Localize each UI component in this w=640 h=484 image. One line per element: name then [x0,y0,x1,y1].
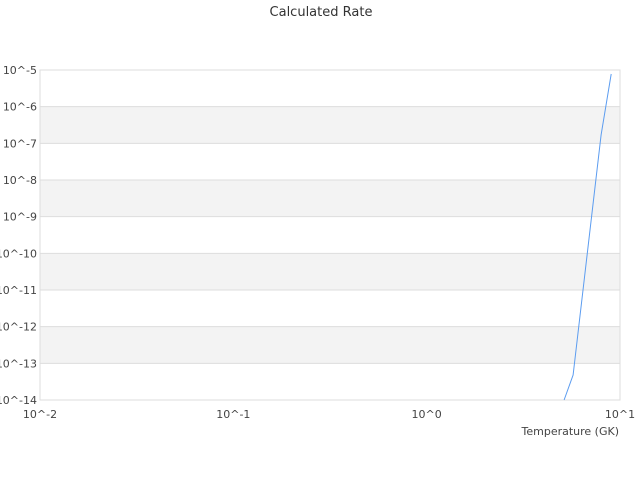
series-group [563,73,612,401]
x-tick-label: 10^-2 [23,408,57,421]
y-tick-label: 10^-11 [0,284,37,297]
grid-band [40,253,620,290]
y-tick-label: 10^-7 [3,137,37,150]
grid-bands [40,106,620,364]
y-tick-label: 10^-6 [3,101,37,114]
grid-band [40,326,620,364]
x-tick-label: 10^0 [412,408,442,421]
x-tick-label: 10^-1 [216,408,250,421]
x-axis-label: Temperature (GK) [521,425,620,438]
y-tick-label: 10^-12 [0,321,37,334]
y-tick-label: 10^-14 [0,394,37,407]
series-line [563,73,612,401]
y-axis: 10^-5 10^-6 10^-7 10^-8 10^-9 10^-10 10^-11 10^… [0,64,37,407]
y-tick-label: 10^-10 [0,247,37,260]
y-tick-label: 10^-5 [3,64,37,77]
y-tick-label: 10^-13 [0,357,37,370]
y-tick-label: 10^-8 [3,174,37,187]
plot-frame [39,69,621,401]
grid-band [40,180,620,217]
y-tick-label: 10^-9 [3,211,37,224]
x-tick-label: 10^1 [605,408,635,421]
x-axis: 10^-2 10^-1 10^0 10^1 [23,408,635,421]
chart-title: Calculated Rate [270,5,373,20]
grid-band [40,106,620,144]
